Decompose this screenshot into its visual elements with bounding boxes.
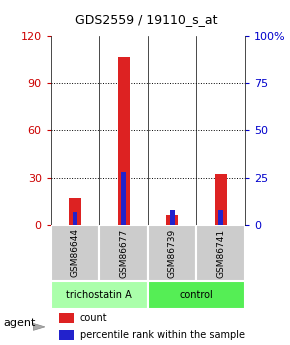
Text: count: count [80,313,108,323]
Bar [51,225,99,281]
Bar [215,175,227,225]
Bar [59,313,74,323]
Text: GSM86741: GSM86741 [216,228,225,277]
Bar [59,330,74,340]
Text: GSM86739: GSM86739 [168,228,177,278]
Text: trichostatin A: trichostatin A [66,290,132,300]
Bar [121,172,126,225]
Bar [69,198,81,225]
Bar [72,211,77,225]
Text: GDS2559 / 19110_s_at: GDS2559 / 19110_s_at [75,13,218,26]
Bar [196,225,245,281]
Bar [218,210,223,225]
Text: agent: agent [3,318,35,327]
Bar [166,215,178,225]
Bar [99,225,148,281]
Bar [51,281,148,309]
Text: GSM86677: GSM86677 [119,228,128,278]
Bar [148,281,245,309]
Text: GSM86644: GSM86644 [70,228,79,277]
Bar [148,225,196,281]
Text: control: control [180,290,213,300]
Text: percentile rank within the sample: percentile rank within the sample [80,330,245,340]
Bar [170,210,175,225]
Bar [117,57,130,225]
Polygon shape [33,324,45,331]
